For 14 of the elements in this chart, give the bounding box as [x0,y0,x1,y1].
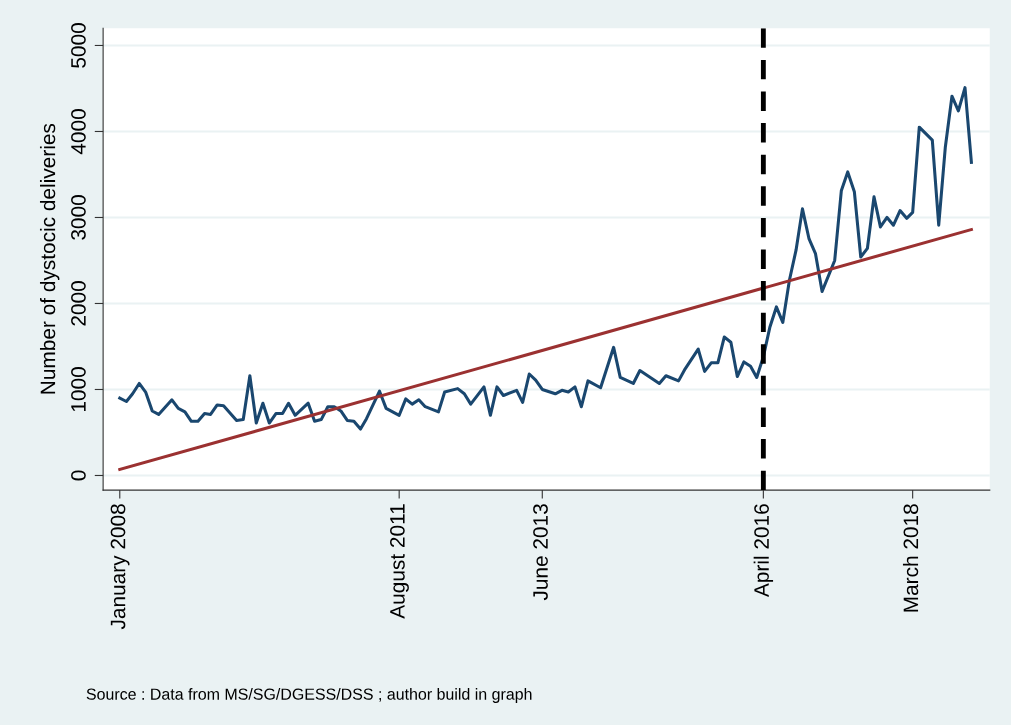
y-tick-label: 4000 [71,109,86,155]
line-series [118,86,973,431]
y-tick-label: 3000 [71,195,86,240]
x-tick-label: April 2016 [753,504,774,598]
y-tick-label: 5000 [71,23,86,68]
x-tick-label: January 2008 [110,504,130,630]
y-axis-title: Number of dystocic deliveries [39,123,60,394]
y-tick-label: 2000 [71,281,86,326]
source-note: Source : Data from MS/SG/DGESS/DSS ; author build in graph [86,688,532,703]
x-tick-label: June 2013 [533,504,548,601]
y-tick-label: 0 [71,470,86,481]
x-tick-label: March 2018 [902,504,919,612]
x-tick-label: August 2011 [390,504,409,619]
y-tick-label: 1000 [71,367,86,412]
